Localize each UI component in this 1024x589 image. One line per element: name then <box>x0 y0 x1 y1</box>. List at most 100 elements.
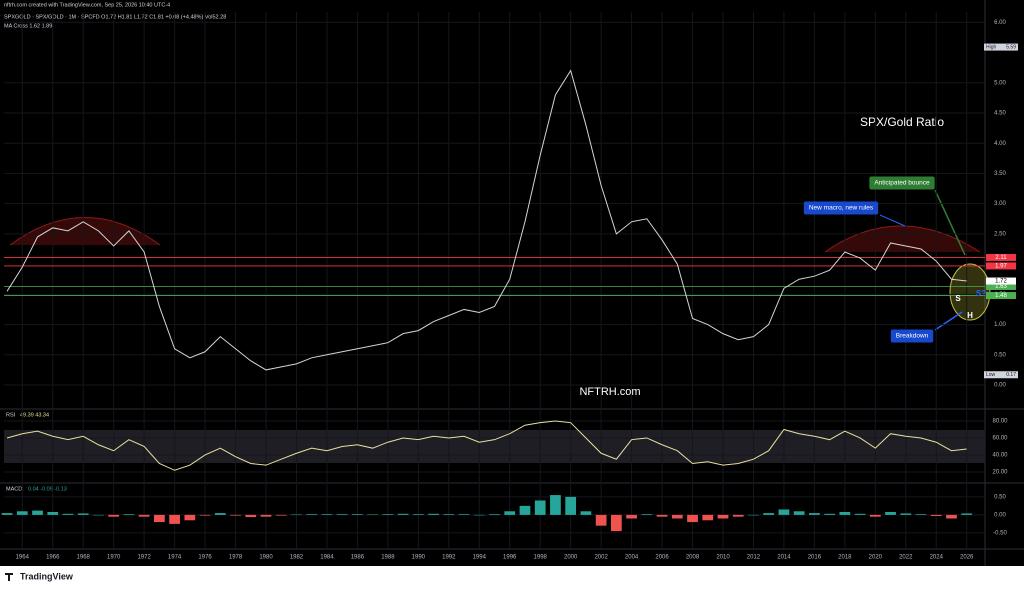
macd-bar <box>428 513 439 515</box>
macd-bar <box>230 514 241 516</box>
x-tick-label: 2010 <box>716 555 730 561</box>
level-label: 2.11 <box>995 255 1007 261</box>
macd-bar <box>169 514 180 524</box>
macd-bar <box>199 514 211 516</box>
annotation-box <box>803 201 879 215</box>
x-tick-label: 2012 <box>747 555 761 561</box>
annotation-text: Breakdown <box>896 333 929 340</box>
annotation-text: New macro, new rules <box>809 205 874 212</box>
high-label-box <box>984 43 1018 51</box>
x-tick-label: 1980 <box>259 555 273 561</box>
y-tick-label: 80.00 <box>992 419 1008 425</box>
macd-bar <box>809 513 820 515</box>
y-tick-label: 2.50 <box>994 231 1006 237</box>
macd-bar <box>854 513 866 515</box>
annotation-text: Anticipated bounce <box>874 180 930 187</box>
macd-bar <box>702 514 714 521</box>
x-tick-label: 1982 <box>290 555 304 561</box>
macd-bar <box>260 514 272 517</box>
arrow <box>934 189 966 256</box>
macd-bar <box>108 514 120 517</box>
macd-bar <box>184 514 196 521</box>
macd-bar <box>763 513 775 515</box>
macd-bar <box>245 514 257 518</box>
macd-bar <box>504 511 516 515</box>
macd-bar <box>1 513 13 515</box>
credit: nftrh.com created with TradingView.com, … <box>4 2 170 8</box>
level-label: 1.63 <box>995 284 1007 290</box>
y-tick-label: 60.00 <box>992 436 1008 442</box>
price-tag <box>986 277 1016 285</box>
macd-bar <box>946 514 957 519</box>
y-tick-label: 5.00 <box>994 80 1006 86</box>
macd-bar <box>489 514 500 515</box>
x-tick-label: 2022 <box>899 555 913 561</box>
brand: TradingView <box>20 571 74 581</box>
arrow <box>879 214 906 227</box>
macd-bar <box>687 514 698 523</box>
macd-bar <box>641 514 653 515</box>
arrow <box>934 311 963 331</box>
y-tick-label: 4.50 <box>994 111 1006 117</box>
dome <box>824 225 981 253</box>
macd-bar <box>382 514 394 515</box>
level-label: 1.97 <box>995 264 1007 270</box>
macd-bar <box>47 512 59 515</box>
macd-bar <box>291 514 302 516</box>
macd-bar <box>214 513 226 515</box>
rsi-legend: 49.39 43.34 <box>20 412 49 418</box>
x-tick-label: 1970 <box>107 555 121 561</box>
macd-bar <box>336 514 348 515</box>
macd-bar <box>793 511 805 515</box>
y-tick-label: 1.00 <box>994 322 1006 328</box>
x-tick-label: 1988 <box>381 555 395 561</box>
macd-bar <box>77 513 89 515</box>
macd-bar <box>595 514 607 526</box>
macd-bar <box>306 514 318 515</box>
annotation-box <box>890 329 934 343</box>
symbol-legend: SPXGOLD · SPX/GOLD · 1M · SPCFD O1.72 H1… <box>4 14 226 20</box>
y-tick-label: 40.00 <box>992 453 1008 459</box>
x-tick-label: 1968 <box>77 555 91 561</box>
macd-bar <box>154 514 165 523</box>
y-tick-label: 20.00 <box>992 470 1008 476</box>
y-tick-label: 3.00 <box>994 201 1006 207</box>
indicator-legend: MA Cross 1.62 1.89 <box>4 23 52 29</box>
macd-bar <box>443 514 455 515</box>
x-tick-label: 1994 <box>473 555 487 561</box>
annotation-box <box>869 176 935 190</box>
high-label-name: High <box>986 44 997 50</box>
low-label-box <box>984 371 1018 379</box>
macd-bar <box>519 505 531 515</box>
y-tick-label: -0.50 <box>993 530 1007 536</box>
y-tick-label: 0.50 <box>994 352 1006 358</box>
x-tick-label: 1974 <box>168 555 182 561</box>
macd-bar <box>62 513 74 515</box>
macd-bar <box>824 513 835 515</box>
macd-title: MACD <box>6 486 22 492</box>
x-tick-label: 1990 <box>412 555 426 561</box>
x-tick-label: 2020 <box>869 555 883 561</box>
macd-bar <box>352 514 363 515</box>
x-tick-label: 2024 <box>930 555 944 561</box>
price-line <box>6 69 967 371</box>
y-tick-label: 0.00 <box>994 383 1006 389</box>
x-tick-label: 2014 <box>777 555 791 561</box>
x-tick-label: 1972 <box>137 555 151 561</box>
macd-bar <box>961 513 973 515</box>
macd-bar <box>367 514 379 516</box>
macd-bar <box>93 514 104 516</box>
chart-title: SPX/Gold Ratio <box>860 115 944 129</box>
x-tick-label: 1966 <box>46 555 60 561</box>
low-label: 0.17 <box>1006 372 1016 378</box>
macd-bar <box>626 514 637 519</box>
x-tick-label: 1996 <box>503 555 517 561</box>
x-tick-label: 1964 <box>16 555 30 561</box>
price-label: 1.72 <box>995 279 1007 285</box>
x-tick-label: 1992 <box>442 555 456 561</box>
y-tick-label: 4.00 <box>994 141 1006 147</box>
macd-bar <box>869 514 881 517</box>
macd-bar <box>671 514 683 519</box>
macd-bar <box>397 513 409 515</box>
high-label: 5.59 <box>1006 44 1016 50</box>
